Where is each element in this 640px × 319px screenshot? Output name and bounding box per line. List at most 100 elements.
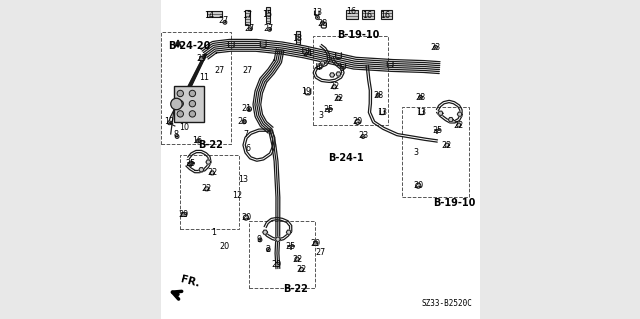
- Text: 27: 27: [218, 16, 228, 25]
- Text: 28: 28: [415, 93, 426, 102]
- Circle shape: [269, 29, 270, 30]
- Text: 21: 21: [241, 104, 251, 113]
- Circle shape: [168, 121, 172, 125]
- Circle shape: [196, 139, 200, 143]
- Polygon shape: [445, 143, 449, 147]
- Text: 15: 15: [262, 10, 273, 19]
- Circle shape: [436, 129, 438, 131]
- Text: 24: 24: [303, 49, 313, 58]
- Polygon shape: [438, 111, 443, 115]
- Text: B-19-10: B-19-10: [433, 198, 476, 208]
- Polygon shape: [188, 161, 193, 165]
- Circle shape: [177, 111, 184, 117]
- Circle shape: [328, 108, 330, 110]
- Circle shape: [171, 98, 182, 110]
- Polygon shape: [295, 257, 300, 261]
- Text: 20: 20: [353, 117, 363, 126]
- Polygon shape: [336, 96, 340, 100]
- Circle shape: [189, 111, 196, 117]
- Polygon shape: [210, 171, 214, 175]
- Circle shape: [361, 135, 365, 138]
- Circle shape: [321, 21, 324, 25]
- Bar: [403, 107, 468, 197]
- Bar: [249, 221, 315, 288]
- Polygon shape: [332, 85, 337, 89]
- Text: 9: 9: [256, 235, 261, 244]
- Polygon shape: [456, 123, 461, 127]
- Text: 16: 16: [193, 137, 202, 145]
- Text: 27: 27: [263, 24, 273, 33]
- Circle shape: [189, 90, 196, 97]
- Circle shape: [247, 107, 252, 111]
- Bar: [266, 7, 270, 23]
- Circle shape: [177, 136, 178, 137]
- Circle shape: [316, 16, 319, 19]
- Circle shape: [362, 136, 364, 137]
- Circle shape: [378, 94, 379, 96]
- Text: 22: 22: [454, 121, 464, 130]
- Bar: [207, 11, 222, 17]
- Text: 23: 23: [358, 131, 368, 140]
- Text: 29: 29: [272, 260, 282, 269]
- Circle shape: [435, 47, 436, 48]
- Circle shape: [322, 22, 323, 24]
- Text: B-22: B-22: [198, 140, 223, 150]
- Circle shape: [177, 90, 184, 97]
- Text: 27: 27: [244, 24, 254, 33]
- Circle shape: [419, 95, 422, 99]
- Text: 8: 8: [173, 130, 179, 139]
- Polygon shape: [330, 73, 335, 77]
- Polygon shape: [248, 108, 250, 110]
- Polygon shape: [458, 112, 462, 116]
- Text: 12: 12: [232, 191, 243, 200]
- Polygon shape: [286, 230, 291, 234]
- Polygon shape: [205, 187, 209, 191]
- Text: 25: 25: [432, 126, 442, 135]
- Circle shape: [190, 162, 191, 164]
- Polygon shape: [300, 268, 304, 271]
- Text: 13: 13: [417, 108, 426, 117]
- Circle shape: [175, 135, 179, 138]
- Text: 29: 29: [179, 210, 189, 219]
- Polygon shape: [206, 160, 211, 164]
- Circle shape: [177, 100, 184, 107]
- Circle shape: [197, 140, 199, 142]
- Text: 26: 26: [237, 117, 248, 126]
- Bar: [313, 36, 388, 125]
- Text: 6: 6: [246, 144, 251, 153]
- Text: 27: 27: [214, 66, 225, 75]
- Bar: [245, 11, 250, 25]
- Polygon shape: [336, 72, 341, 76]
- Circle shape: [223, 20, 227, 24]
- Text: 18: 18: [292, 34, 301, 43]
- Polygon shape: [449, 118, 453, 122]
- Bar: [346, 10, 358, 19]
- Bar: [313, 241, 317, 245]
- Circle shape: [266, 248, 270, 251]
- Text: B-19-10: B-19-10: [337, 30, 380, 40]
- Bar: [174, 86, 204, 122]
- Text: 13: 13: [377, 108, 387, 117]
- Circle shape: [376, 93, 380, 97]
- Text: 3: 3: [318, 111, 323, 120]
- Text: 17: 17: [242, 11, 252, 20]
- Text: 7: 7: [243, 130, 248, 139]
- Text: 22: 22: [207, 168, 218, 177]
- Text: 19: 19: [301, 87, 312, 96]
- Bar: [275, 262, 279, 266]
- Polygon shape: [263, 230, 268, 234]
- Text: 22: 22: [442, 141, 452, 150]
- Text: 28: 28: [317, 19, 327, 28]
- Text: 3: 3: [414, 148, 419, 157]
- Text: 10: 10: [179, 123, 189, 132]
- Bar: [181, 212, 186, 216]
- Polygon shape: [275, 237, 280, 241]
- Text: 16: 16: [362, 11, 372, 20]
- Circle shape: [258, 238, 262, 242]
- Text: 25: 25: [186, 159, 196, 168]
- Text: 25: 25: [324, 105, 334, 114]
- Circle shape: [268, 27, 271, 31]
- Circle shape: [259, 239, 260, 241]
- Text: 16: 16: [346, 7, 356, 16]
- Text: SZ33-B2520C: SZ33-B2520C: [422, 299, 472, 308]
